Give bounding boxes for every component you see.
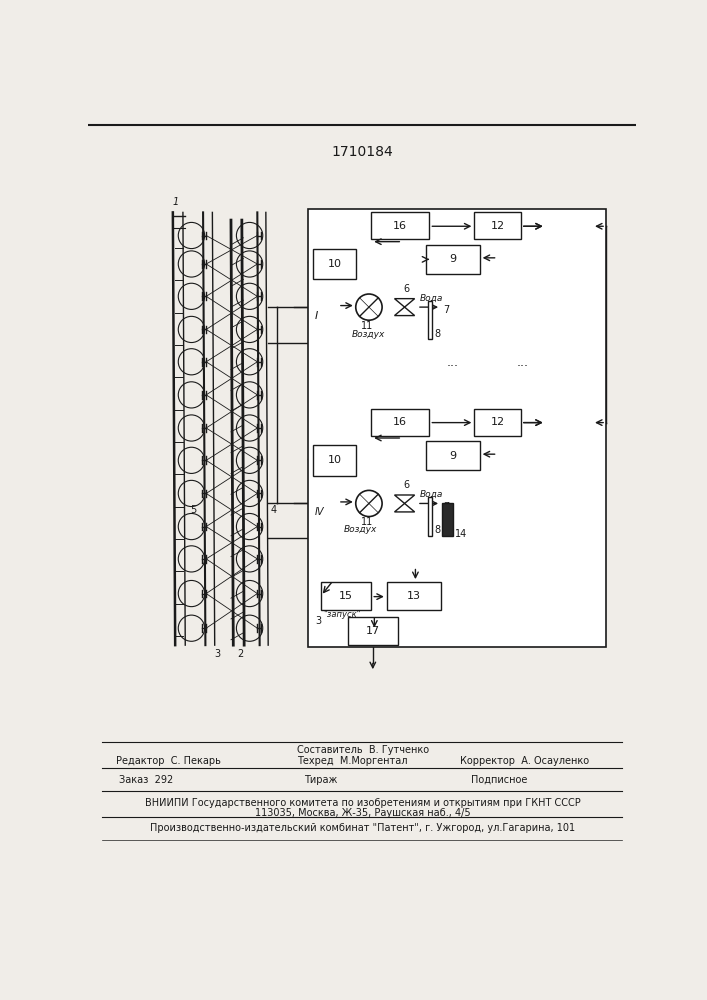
Text: 16: 16 xyxy=(393,221,407,231)
Text: 12: 12 xyxy=(491,417,505,427)
Text: ВНИИПИ Государственного комитета по изобретениям и открытиям при ГКНТ СССР: ВНИИПИ Государственного комитета по изоб… xyxy=(145,798,580,808)
Bar xyxy=(348,617,398,645)
Text: 14: 14 xyxy=(455,529,467,539)
Text: Тираж: Тираж xyxy=(304,775,337,785)
Text: 3: 3 xyxy=(315,616,322,626)
Text: 13: 13 xyxy=(407,591,421,601)
Polygon shape xyxy=(395,299,414,307)
Text: Вода: Вода xyxy=(420,294,443,303)
Text: Вода: Вода xyxy=(420,490,443,499)
Text: 16: 16 xyxy=(393,417,407,427)
Text: ...: ... xyxy=(447,356,459,369)
Bar xyxy=(371,409,429,436)
Text: 17: 17 xyxy=(366,626,380,636)
Bar xyxy=(428,301,433,339)
Text: 7: 7 xyxy=(443,502,450,512)
Text: 4: 4 xyxy=(271,505,276,515)
Bar xyxy=(474,409,521,436)
Bar xyxy=(313,249,356,279)
Text: 113035, Москва, Ж-35, Раушская наб., 4/5: 113035, Москва, Ж-35, Раушская наб., 4/5 xyxy=(255,808,471,818)
Text: ...: ... xyxy=(516,356,528,369)
Bar xyxy=(428,497,433,536)
Text: "запуск": "запуск" xyxy=(323,610,361,619)
Text: 5: 5 xyxy=(191,505,197,515)
Polygon shape xyxy=(395,307,414,316)
Text: 1710184: 1710184 xyxy=(331,145,393,159)
Text: Производственно-издательский комбинат "Патент", г. Ужгород, ул.Гагарина, 101: Производственно-издательский комбинат "П… xyxy=(150,823,575,833)
Text: I: I xyxy=(315,311,318,321)
Text: IV: IV xyxy=(315,507,325,517)
Bar xyxy=(313,445,356,476)
Polygon shape xyxy=(395,503,414,512)
Text: Заказ  292: Заказ 292 xyxy=(119,775,174,785)
Bar xyxy=(426,441,480,470)
Text: Подписное: Подписное xyxy=(471,775,527,785)
Bar xyxy=(308,209,606,647)
Text: 11: 11 xyxy=(361,517,373,527)
Text: 6: 6 xyxy=(404,480,410,490)
Bar xyxy=(426,245,480,274)
Text: Редактор  С. Пекарь: Редактор С. Пекарь xyxy=(116,756,221,766)
Text: Техред  М.Моргентал: Техред М.Моргентал xyxy=(297,756,407,766)
Bar xyxy=(474,212,521,239)
Text: Воздух: Воздух xyxy=(344,525,378,534)
Text: Воздух: Воздух xyxy=(352,330,385,339)
Bar xyxy=(387,582,441,610)
Text: 2: 2 xyxy=(237,649,243,659)
Bar xyxy=(371,212,429,239)
Text: Корректор  А. Осауленко: Корректор А. Осауленко xyxy=(460,756,589,766)
Bar xyxy=(321,582,371,610)
Text: 9: 9 xyxy=(449,254,456,264)
Text: 10: 10 xyxy=(327,259,341,269)
Bar xyxy=(442,503,452,536)
Text: 1: 1 xyxy=(172,197,178,207)
Text: 7: 7 xyxy=(443,305,450,315)
Text: 11: 11 xyxy=(361,321,373,331)
Text: 8: 8 xyxy=(435,329,441,339)
Text: 15: 15 xyxy=(339,591,353,601)
Text: 10: 10 xyxy=(327,455,341,465)
Polygon shape xyxy=(395,495,414,503)
Text: 12: 12 xyxy=(491,221,505,231)
Text: 3: 3 xyxy=(214,649,220,659)
Text: 9: 9 xyxy=(449,451,456,461)
Text: Составитель  В. Гутченко: Составитель В. Гутченко xyxy=(297,745,428,755)
Text: 8: 8 xyxy=(435,525,441,535)
Text: 6: 6 xyxy=(404,284,410,294)
